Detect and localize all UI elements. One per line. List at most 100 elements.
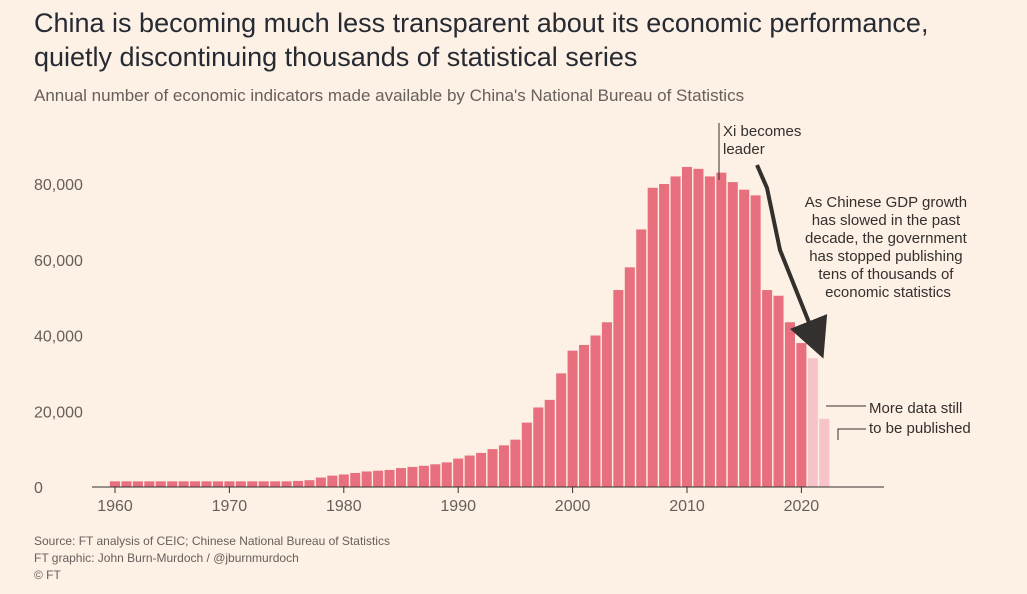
bar-2011 xyxy=(693,168,704,487)
bar-2013 xyxy=(716,172,727,487)
xi-annotation-line-1: Xi becomes xyxy=(723,123,801,140)
bar-2014 xyxy=(727,182,738,487)
title-line-2: quietly discontinuing thousands of stati… xyxy=(34,42,638,72)
bar-1993 xyxy=(487,449,498,487)
bar-1983 xyxy=(373,470,384,487)
bar-2003 xyxy=(601,322,612,487)
gdp-annotation-line-2: has slowed in the past xyxy=(812,212,961,229)
pending-annotation-line-1: More data still xyxy=(869,400,962,417)
x-axis-ticks: 1960 1970 1980 1990 2000 2010 2020 xyxy=(97,487,819,515)
bar-1961 xyxy=(121,481,132,487)
decline-arrow xyxy=(755,164,828,359)
bar-2015 xyxy=(739,189,750,487)
y-tick-label: 20,000 xyxy=(34,404,83,421)
bar-2000 xyxy=(567,350,578,487)
bar-1999 xyxy=(556,373,567,487)
bar-1960 xyxy=(109,481,121,487)
copyright-note: © FT xyxy=(34,568,61,582)
gdp-annotation-line-4: has stopped publishing xyxy=(809,248,962,265)
bar-2002 xyxy=(590,335,601,487)
graphic-credit: FT graphic: John Burn-Murdoch / @jburnmu… xyxy=(34,551,299,565)
x-tick-label: 2000 xyxy=(555,498,591,515)
bar-1995 xyxy=(510,439,521,487)
bar-2012 xyxy=(704,176,715,488)
bar-pending-2021 xyxy=(807,358,818,487)
bar-1979 xyxy=(327,475,338,487)
bar-1966 xyxy=(178,481,189,487)
x-tick-label: 2020 xyxy=(784,498,820,515)
x-tick-label: 1990 xyxy=(440,498,476,515)
bar-2016 xyxy=(750,195,761,488)
gdp-annotation-line-6: economic statistics xyxy=(825,284,951,301)
bar-pending-2022 xyxy=(819,418,830,487)
bar-2020 xyxy=(796,343,807,487)
bar-1997 xyxy=(533,407,544,487)
bar-1978 xyxy=(315,477,326,487)
bar-1964 xyxy=(155,481,166,487)
chart-subtitle: Annual number of economic indicators mad… xyxy=(34,86,745,105)
bar-1971 xyxy=(235,481,246,487)
bar-2009 xyxy=(670,176,681,488)
gdp-annotation-line-5: tens of thousands of xyxy=(818,266,954,283)
x-tick-label: 1980 xyxy=(326,498,362,515)
bar-1965 xyxy=(167,481,178,487)
bar-1985 xyxy=(395,468,407,487)
bar-2017 xyxy=(762,290,773,487)
bar-1987 xyxy=(418,465,429,487)
bar-1990 xyxy=(453,458,464,487)
bar-2007 xyxy=(647,187,658,487)
chart-footer: Source: FT analysis of CEIC; Chinese Nat… xyxy=(34,533,390,584)
bar-1982 xyxy=(361,471,372,487)
bar-1991 xyxy=(464,455,475,487)
x-tick-label: 1970 xyxy=(212,498,248,515)
bars-group xyxy=(109,166,830,488)
y-tick-label: 40,000 xyxy=(34,329,83,346)
bar-2008 xyxy=(659,184,670,487)
bar-1976 xyxy=(293,480,304,487)
bar-1968 xyxy=(201,481,212,487)
bar-1967 xyxy=(190,481,201,487)
bar-1980 xyxy=(338,474,349,487)
bar-1963 xyxy=(144,481,155,487)
bar-1969 xyxy=(212,481,223,487)
bar-1975 xyxy=(281,481,292,487)
y-tick-label: 60,000 xyxy=(34,253,83,270)
bar-2018 xyxy=(773,295,784,487)
bar-2004 xyxy=(613,290,624,487)
bar-2005 xyxy=(624,267,635,487)
source-note: Source: FT analysis of CEIC; Chinese Nat… xyxy=(34,534,390,548)
bar-2006 xyxy=(636,229,647,487)
bar-1998 xyxy=(544,399,555,487)
bar-1977 xyxy=(304,480,315,487)
x-tick-label: 2010 xyxy=(669,498,705,515)
bar-1989 xyxy=(441,462,452,487)
bar-1994 xyxy=(498,445,509,487)
pending-leader-line-2 xyxy=(837,428,866,440)
bar-1986 xyxy=(407,466,418,487)
y-tick-label: 80,000 xyxy=(34,177,83,194)
xi-annotation-line-2: leader xyxy=(723,141,765,158)
bar-1972 xyxy=(247,481,258,487)
gdp-annotation: As Chinese GDP growth has slowed in the … xyxy=(805,194,971,301)
bar-1962 xyxy=(132,481,143,487)
bar-1974 xyxy=(270,481,281,487)
bar-2001 xyxy=(579,344,590,487)
bar-1981 xyxy=(350,472,361,487)
gdp-annotation-line-3: decade, the government xyxy=(805,230,968,247)
y-axis-labels: 0 20,000 40,000 60,000 80,000 xyxy=(34,177,104,497)
bar-1984 xyxy=(384,469,395,487)
title-line-1: China is becoming much less transparent … xyxy=(34,8,929,38)
chart-title: China is becoming much less transparent … xyxy=(34,6,1014,74)
bar-2019 xyxy=(784,322,795,487)
bar-1992 xyxy=(476,452,487,487)
bar-2010 xyxy=(681,166,693,488)
y-tick-label: 0 xyxy=(34,480,43,497)
bar-1996 xyxy=(521,422,532,487)
pending-annotation-line-2: to be published xyxy=(869,420,971,437)
bar-1988 xyxy=(430,464,441,487)
bar-1970 xyxy=(224,481,235,487)
bar-1973 xyxy=(258,481,269,487)
gdp-annotation-line-1: As Chinese GDP growth xyxy=(805,194,967,211)
x-tick-label: 1960 xyxy=(97,498,133,515)
